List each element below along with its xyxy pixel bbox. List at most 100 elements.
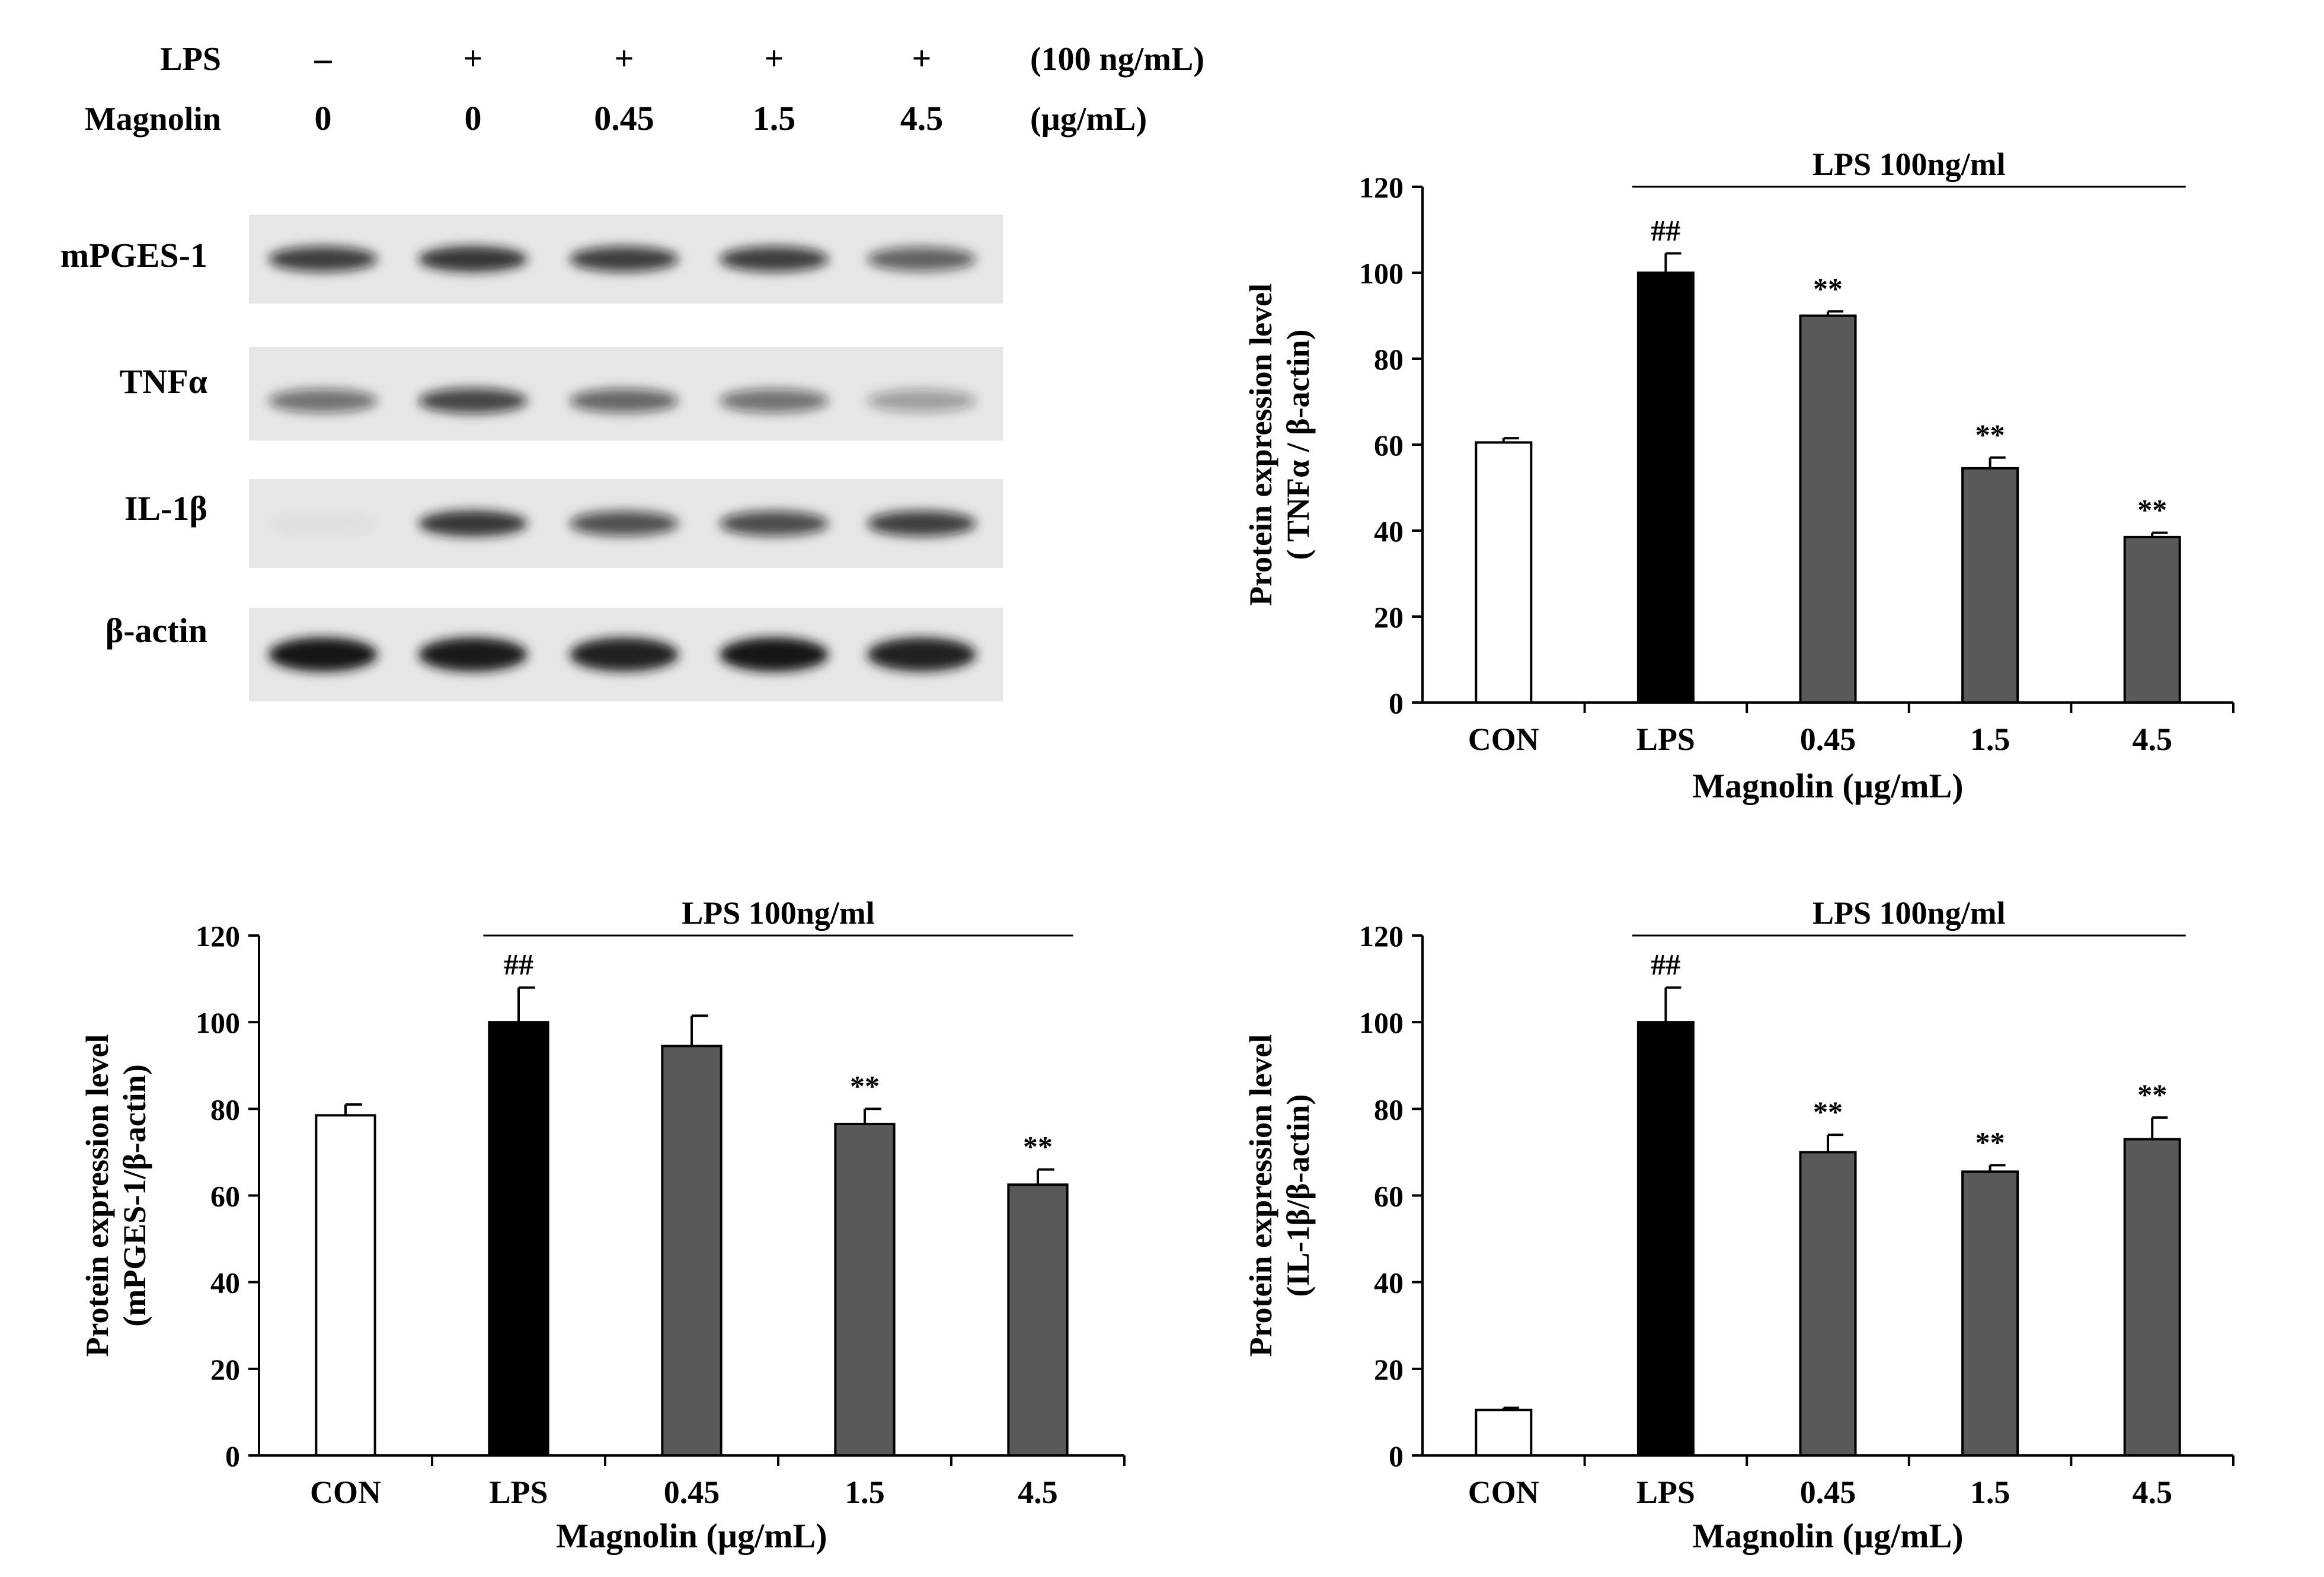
significance-marker: ## — [1651, 948, 1680, 981]
blot-band — [867, 510, 976, 537]
treatment-value: 4.5 — [900, 99, 944, 138]
x-category-label: LPS — [1636, 722, 1695, 757]
treatment-unit: (µg/mL) — [1030, 101, 1147, 138]
bar — [488, 1021, 549, 1457]
bar — [1475, 1409, 1533, 1457]
bar — [1636, 272, 1695, 704]
treatment-row-label: Magnolin — [85, 101, 221, 138]
x-category-label: 1.5 — [1970, 722, 2010, 757]
significance-marker: ** — [1023, 1130, 1053, 1163]
y-tick-label: 0 — [225, 1439, 240, 1473]
x-category-label: CON — [1468, 722, 1539, 757]
x-category-label: CON — [310, 1474, 381, 1510]
treatment-value: – — [314, 39, 333, 78]
blot-band — [720, 246, 829, 272]
treatment-unit: (100 ng/mL) — [1030, 41, 1204, 78]
significance-marker: ## — [504, 948, 533, 981]
blot-row-label: IL-1β — [124, 489, 207, 528]
bracket-label: LPS 100ng/ml — [1812, 895, 2006, 931]
blot-band — [570, 388, 679, 413]
treatment-value: + — [614, 39, 634, 78]
y-axis-label: Protein expression level — [1243, 283, 1278, 606]
blot-band — [268, 388, 378, 413]
x-axis-label: Magnolin (µg/mL) — [1692, 1517, 1963, 1555]
y-tick-label: 60 — [210, 1180, 240, 1213]
blot-band — [570, 246, 679, 272]
blot-band — [720, 637, 829, 672]
x-axis-label: Magnolin (µg/mL) — [556, 1517, 827, 1555]
y-tick-label: 80 — [1374, 343, 1404, 376]
x-category-label: 0.45 — [1800, 722, 1856, 757]
y-axis-label: Protein expression level — [79, 1035, 115, 1357]
y-axis-label-sub: (mPGES-1/β-actin) — [117, 1064, 152, 1326]
treatment-value: 0.45 — [594, 99, 654, 138]
blot-band — [867, 247, 976, 272]
blot-band — [570, 637, 679, 672]
blot-band — [268, 637, 378, 672]
y-axis-label-sub: (IL-1β/β-actin) — [1280, 1094, 1316, 1297]
blot-row-label: TNFα — [120, 362, 207, 401]
blot-band — [720, 510, 829, 537]
bar — [1475, 441, 1533, 704]
x-category-label: LPS — [489, 1474, 548, 1510]
bar — [1636, 1021, 1695, 1457]
y-tick-label: 0 — [1389, 1439, 1404, 1473]
y-tick-label: 100 — [1359, 1006, 1404, 1039]
y-tick-label: 20 — [210, 1353, 240, 1386]
y-tick-label: 120 — [1359, 920, 1404, 953]
blot-band — [867, 637, 976, 672]
blot-band — [720, 388, 829, 413]
treatment-value: + — [764, 39, 784, 78]
y-tick-label: 120 — [1359, 171, 1404, 204]
y-tick-label: 20 — [1374, 601, 1404, 634]
treatment-row-label: LPS — [160, 41, 221, 78]
y-tick-label: 40 — [1374, 515, 1404, 548]
treatment-value: + — [912, 39, 931, 78]
bar — [1961, 1170, 2019, 1457]
x-category-label: 0.45 — [664, 1474, 720, 1510]
y-tick-label: 20 — [1374, 1353, 1404, 1386]
y-tick-label: 0 — [1389, 687, 1404, 720]
x-category-label: 4.5 — [2132, 1474, 2172, 1510]
blot-band — [268, 246, 378, 272]
blot-band — [268, 513, 378, 534]
treatment-value: 0 — [315, 99, 332, 138]
significance-marker: ** — [1975, 1125, 2005, 1158]
y-tick-label: 100 — [1359, 257, 1404, 290]
blot-band — [418, 245, 528, 273]
bracket-label: LPS 100ng/ml — [1812, 146, 2006, 182]
blot-band — [418, 637, 528, 672]
chart-mpges1: 0 20 40 60 80 100 120 CON ## LPS 0.45 ** 1.5 ** 4.5 LPS… — [79, 895, 1126, 1555]
y-tick-label: 60 — [1374, 1180, 1404, 1213]
bar — [1007, 1183, 1069, 1457]
y-tick-label: 120 — [196, 920, 240, 953]
x-axis-label: Magnolin (µg/mL) — [1692, 767, 1963, 805]
bar — [2123, 1138, 2181, 1457]
blot-row-label: β-actin — [106, 611, 207, 650]
y-axis-label: Protein expression level — [1243, 1035, 1278, 1357]
y-axis-label-sub: ( TNFα / β-actin) — [1280, 329, 1316, 560]
blot-band — [867, 389, 976, 413]
y-tick-label: 60 — [1374, 429, 1404, 462]
blot-band — [418, 510, 528, 537]
bar — [1799, 314, 1857, 704]
blot-band — [570, 510, 679, 537]
chart-tnfa: 0 20 40 60 80 100 120 CON ## LPS ** 0.45 ** 1.5 ** 4.5 L… — [1243, 146, 2235, 805]
bar — [834, 1122, 896, 1457]
bar — [1961, 467, 2019, 704]
treatment-value: 1.5 — [753, 99, 796, 138]
bar — [1799, 1151, 1857, 1457]
significance-marker: ** — [1975, 418, 2005, 451]
bar — [2123, 535, 2181, 704]
y-tick-label: 40 — [1374, 1266, 1404, 1300]
x-category-label: 0.45 — [1800, 1474, 1856, 1510]
treatment-value: 0 — [465, 99, 482, 138]
y-tick-label: 80 — [210, 1093, 240, 1126]
x-category-label: 1.5 — [845, 1474, 885, 1510]
western-blot-panel: LPS – + + + + (100 ng/mL) Magnolin 0 0 0.45 1.5 4.5 (… — [60, 39, 1204, 701]
significance-marker: ** — [2137, 1078, 2167, 1111]
blot-row-label: mPGES-1 — [60, 236, 207, 274]
significance-marker: ** — [1813, 1095, 1843, 1128]
y-tick-label: 80 — [1374, 1093, 1404, 1126]
x-category-label: 1.5 — [1970, 1474, 2010, 1510]
